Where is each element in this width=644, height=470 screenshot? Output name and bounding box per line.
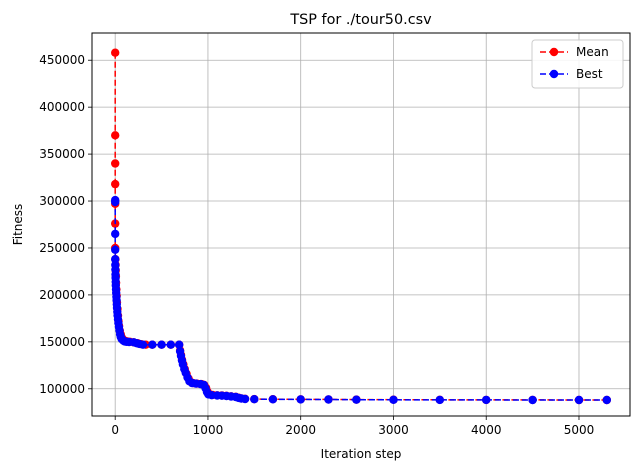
- best-point: [435, 395, 444, 405]
- legend: Mean Best: [531, 39, 624, 89]
- x-tick-label: 3000: [378, 423, 409, 437]
- mean-legend-marker: [549, 47, 559, 57]
- best-point: [482, 395, 491, 405]
- best-legend-label: Best: [576, 67, 603, 81]
- best-point: [111, 245, 120, 254]
- x-tick-label: 5000: [564, 423, 595, 437]
- mean-point: [111, 131, 120, 140]
- best-point: [148, 340, 157, 349]
- y-tick-label: 400000: [39, 100, 85, 114]
- plot-area: [111, 48, 611, 405]
- y-tick-label: 450000: [39, 53, 85, 67]
- best-point: [389, 395, 398, 404]
- mean-point: [111, 48, 120, 57]
- y-tick-label: 100000: [39, 382, 85, 396]
- y-axis-label: Fitness: [11, 204, 25, 246]
- best-legend-marker: [549, 69, 559, 79]
- x-tick-label: 4000: [471, 423, 502, 437]
- best-point: [352, 395, 361, 404]
- y-tick-label: 300000: [39, 194, 85, 208]
- best-point: [166, 340, 175, 349]
- x-tick-label: 1000: [193, 423, 224, 437]
- best-point: [296, 395, 305, 404]
- best-point: [602, 395, 611, 405]
- best-point: [268, 395, 278, 404]
- best-point: [240, 394, 250, 404]
- best-point: [324, 395, 333, 404]
- axes-frame: [91, 32, 631, 417]
- best-point: [574, 395, 584, 405]
- mean-point: [111, 159, 120, 168]
- y-tick-label: 150000: [39, 335, 85, 349]
- best-point: [111, 229, 120, 239]
- chart-title: TSP for ./tour50.csv: [289, 12, 432, 28]
- axis-ticks: 0 1000 2000 3000 4000 5000 100000 150000 200000 2…: [39, 53, 594, 437]
- best-point: [138, 340, 148, 349]
- best-point: [157, 340, 166, 349]
- mean-legend-label: Mean: [576, 45, 609, 59]
- best-series-markers: [111, 195, 611, 405]
- y-tick-label: 250000: [39, 241, 85, 255]
- y-tick-label: 350000: [39, 147, 85, 161]
- y-tick-label: 200000: [39, 288, 85, 302]
- x-axis-label: Iteration step: [321, 447, 402, 461]
- best-point: [175, 340, 184, 349]
- x-tick-label: 0: [111, 423, 119, 437]
- best-point: [111, 197, 120, 207]
- best-point: [528, 395, 537, 405]
- best-point: [250, 395, 259, 404]
- x-tick-label: 2000: [285, 423, 316, 437]
- mean-point: [111, 179, 120, 189]
